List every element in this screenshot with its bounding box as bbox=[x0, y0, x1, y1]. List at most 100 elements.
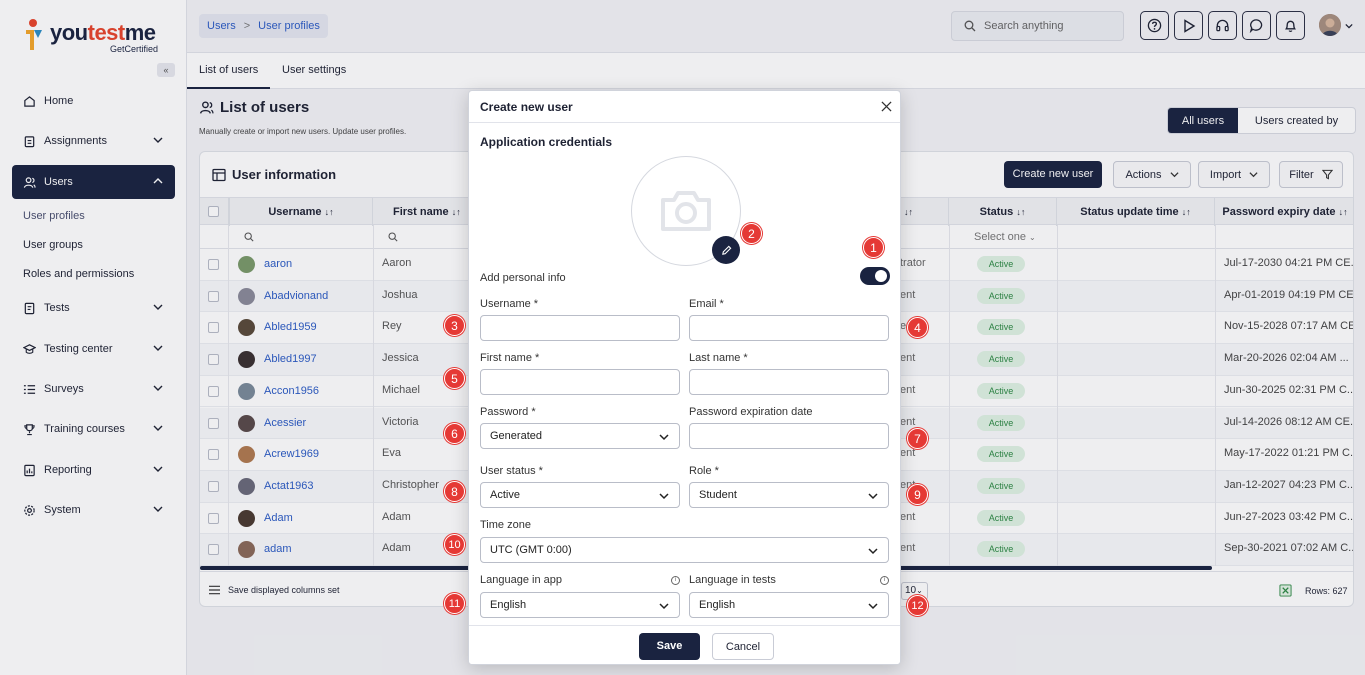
nav-testing-center[interactable]: Testing center bbox=[12, 332, 175, 366]
row-checkbox[interactable] bbox=[208, 259, 219, 270]
last-name-input[interactable] bbox=[689, 369, 889, 395]
first-name-input[interactable] bbox=[480, 369, 680, 395]
col-role-sort[interactable]: ↓↑ bbox=[900, 198, 949, 226]
status-badge: Active bbox=[977, 477, 1025, 494]
search-icon[interactable] bbox=[388, 232, 398, 242]
col-password-expiry[interactable]: Password expiry date ↓↑ bbox=[1222, 206, 1348, 218]
avatar-image bbox=[1319, 14, 1341, 36]
avatar-chevron-down-icon[interactable] bbox=[1345, 22, 1353, 30]
edit-photo-button[interactable] bbox=[712, 236, 740, 264]
user-status-select[interactable]: Active bbox=[480, 482, 680, 508]
user-avatar bbox=[238, 382, 255, 400]
nav-home[interactable]: Home bbox=[12, 84, 175, 118]
row-checkbox[interactable] bbox=[208, 322, 219, 334]
username-link[interactable]: Adam bbox=[264, 511, 293, 524]
username-input[interactable] bbox=[480, 315, 680, 341]
col-username[interactable]: Username ↓↑ bbox=[229, 198, 373, 226]
email-input[interactable] bbox=[689, 315, 889, 341]
language-app-select[interactable]: English bbox=[480, 592, 680, 618]
actions-button[interactable]: Actions bbox=[1113, 161, 1191, 188]
sub-user-groups[interactable]: User groups bbox=[23, 239, 83, 251]
nav-users[interactable]: Users bbox=[12, 165, 175, 199]
segment-all-users[interactable]: All users bbox=[1168, 108, 1238, 133]
row-checkbox[interactable] bbox=[208, 512, 219, 524]
sort-icon: ↓↑ bbox=[451, 207, 461, 217]
collapse-sidebar-button[interactable]: « bbox=[157, 63, 175, 77]
excel-export-icon[interactable] bbox=[1279, 584, 1292, 597]
nav-assignments[interactable]: Assignments bbox=[12, 124, 175, 158]
segment-users-created-by-me[interactable]: Users created by me bbox=[1254, 115, 1339, 127]
nav-tests[interactable]: Tests bbox=[12, 291, 175, 325]
notifications-button[interactable] bbox=[1276, 11, 1305, 40]
create-new-user-button[interactable]: Create new user bbox=[1004, 161, 1102, 188]
username-link[interactable]: Abled1959 bbox=[264, 321, 317, 334]
username-link[interactable]: Abadvionand bbox=[264, 289, 329, 302]
menu-icon[interactable] bbox=[209, 585, 220, 595]
time-zone-select[interactable]: UTC (GMT 0:00) bbox=[480, 537, 889, 563]
import-button[interactable]: Import bbox=[1198, 161, 1270, 188]
marker-1: 1 bbox=[863, 237, 884, 258]
nav-system[interactable]: System bbox=[12, 493, 175, 527]
role-cell: ent bbox=[900, 510, 916, 523]
breadcrumb-users[interactable]: Users bbox=[207, 20, 236, 32]
username-link[interactable]: Actat1963 bbox=[264, 479, 314, 492]
role-select[interactable]: Student bbox=[689, 482, 889, 508]
cancel-button[interactable]: Cancel bbox=[712, 633, 774, 660]
nav-training-courses[interactable]: Training courses bbox=[12, 412, 175, 446]
close-icon[interactable] bbox=[881, 101, 892, 112]
password-value: Generated bbox=[490, 430, 542, 442]
col-status[interactable]: Status ↓↑ bbox=[949, 198, 1057, 226]
username-link[interactable]: aaron bbox=[264, 258, 293, 270]
row-checkbox[interactable] bbox=[208, 354, 219, 366]
row-checkbox[interactable] bbox=[208, 385, 219, 397]
password-expiration-input[interactable] bbox=[689, 423, 889, 449]
username-link[interactable]: Acessier bbox=[264, 416, 307, 429]
card-title-text: User information bbox=[232, 167, 337, 182]
nav-surveys[interactable]: Surveys bbox=[12, 372, 175, 406]
chat-button[interactable] bbox=[1242, 11, 1271, 40]
row-checkbox[interactable] bbox=[208, 449, 219, 461]
user-avatar[interactable] bbox=[1319, 14, 1341, 36]
username-link[interactable]: Acrew1969 bbox=[264, 448, 320, 461]
sub-roles-permissions[interactable]: Roles and permissions bbox=[23, 268, 135, 280]
tab-user-settings[interactable]: User settings bbox=[282, 64, 347, 76]
nav-system-label: System bbox=[44, 504, 81, 516]
table-icon bbox=[212, 168, 226, 181]
password-select[interactable]: Generated bbox=[480, 423, 680, 449]
modal-footer: Save Cancel bbox=[469, 625, 900, 664]
help-button[interactable] bbox=[1140, 11, 1169, 40]
test-icon bbox=[22, 301, 36, 315]
time-zone-label: Time zone bbox=[480, 519, 531, 531]
language-tests-select[interactable]: English bbox=[689, 592, 889, 618]
status-badge: Active bbox=[977, 414, 1025, 431]
row-checkbox[interactable] bbox=[208, 480, 219, 492]
add-personal-info-toggle[interactable] bbox=[860, 267, 890, 285]
breadcrumb-user-profiles[interactable]: User profiles bbox=[258, 20, 320, 32]
col-status-update-time[interactable]: Status update time ↓↑ bbox=[1057, 198, 1215, 226]
row-checkbox[interactable] bbox=[208, 544, 219, 556]
search-icon[interactable] bbox=[244, 232, 254, 242]
username-link[interactable]: Accon1956 bbox=[264, 384, 320, 397]
filter-button[interactable]: Filter bbox=[1279, 161, 1343, 188]
select-all-checkbox[interactable] bbox=[208, 206, 219, 217]
save-button[interactable]: Save bbox=[639, 633, 700, 660]
sub-user-profiles[interactable]: User profiles bbox=[23, 210, 85, 222]
row-checkbox[interactable] bbox=[208, 290, 219, 302]
tutorial-play-button[interactable] bbox=[1174, 11, 1203, 40]
username-link[interactable]: adam bbox=[264, 543, 292, 556]
info-icon[interactable]: i bbox=[880, 576, 889, 585]
time-zone-value: UTC (GMT 0:00) bbox=[490, 544, 572, 556]
password-expiry-cell: Jul-17-2030 04:21 PM CE... bbox=[1224, 257, 1354, 269]
info-icon[interactable]: i bbox=[671, 576, 680, 585]
status-filter-select[interactable]: Select one ⌄ bbox=[974, 231, 1036, 243]
row-checkbox[interactable] bbox=[208, 417, 219, 429]
save-columns-set-link[interactable]: Save displayed columns set bbox=[228, 585, 340, 595]
nav-reporting[interactable]: Reporting bbox=[12, 453, 175, 487]
chevron-down-icon bbox=[153, 506, 163, 512]
tab-list-of-users[interactable]: List of users bbox=[187, 53, 271, 89]
sidebar: youtestme GetCertified « Home Assignment… bbox=[0, 0, 187, 675]
username-link[interactable]: Abled1997 bbox=[264, 353, 317, 366]
global-search-input[interactable]: Search anything bbox=[951, 11, 1124, 41]
youtestme-logo[interactable]: youtestme GetCertified bbox=[24, 16, 174, 56]
support-button[interactable] bbox=[1208, 11, 1237, 40]
